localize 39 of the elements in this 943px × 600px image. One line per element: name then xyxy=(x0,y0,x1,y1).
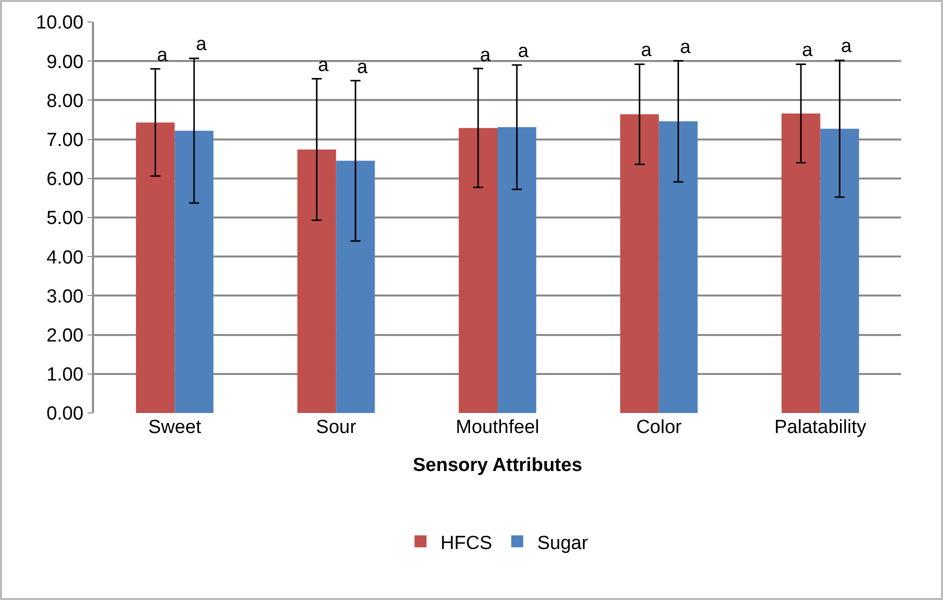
bar xyxy=(174,130,214,413)
bar xyxy=(336,160,375,413)
x-tick-label: Palatability xyxy=(774,417,867,438)
x-tick-label: Sour xyxy=(316,417,357,438)
bar xyxy=(782,113,820,413)
bar xyxy=(458,128,498,413)
y-tick-label: 4.00 xyxy=(46,247,84,268)
y-tick-label: 0.00 xyxy=(46,404,84,425)
x-tick-label: Sweet xyxy=(148,417,202,438)
bar xyxy=(820,128,860,413)
x-tick-label: Color xyxy=(636,417,682,438)
y-tick-label: 8.00 xyxy=(46,90,84,112)
bar xyxy=(136,122,175,413)
legend-label: Sugar xyxy=(537,532,589,554)
annotation: a xyxy=(802,40,813,61)
annotation: a xyxy=(518,41,529,62)
legend-label: HFCS xyxy=(440,532,492,554)
y-tick-label: 1.00 xyxy=(46,364,84,386)
annotation: a xyxy=(480,45,491,66)
x-axis-title: Sensory Attributes xyxy=(412,454,582,476)
x-tick-label: Mouthfeel xyxy=(456,417,540,438)
annotation: a xyxy=(318,55,329,76)
y-tick-label: 9.00 xyxy=(46,52,84,73)
y-tick-label: 2.00 xyxy=(46,325,84,346)
y-tick-label: 3.00 xyxy=(46,286,84,308)
bar xyxy=(658,121,698,413)
annotation: a xyxy=(157,45,168,66)
annotation: a xyxy=(641,40,652,61)
annotation: a xyxy=(357,57,368,78)
annotation: a xyxy=(841,36,852,57)
annotation: a xyxy=(196,34,207,55)
bar xyxy=(620,114,659,413)
bar xyxy=(297,149,336,413)
annotation: a xyxy=(680,37,691,58)
y-tick-label: 10.00 xyxy=(36,12,84,34)
y-tick-label: 7.00 xyxy=(46,130,84,151)
bar xyxy=(498,127,536,413)
y-tick-label: 5.00 xyxy=(46,208,84,230)
y-tick-label: 6.00 xyxy=(46,169,84,190)
